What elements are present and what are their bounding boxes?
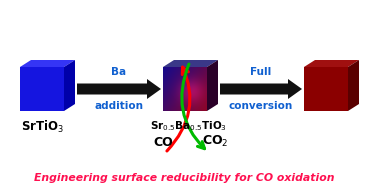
Polygon shape — [207, 60, 218, 111]
Text: CO$_2$: CO$_2$ — [202, 134, 228, 149]
Text: SrTiO$_3$: SrTiO$_3$ — [21, 119, 63, 135]
Polygon shape — [304, 67, 348, 111]
Text: Engineering surface reducibility for CO oxidation: Engineering surface reducibility for CO … — [34, 173, 335, 183]
Text: addition: addition — [94, 101, 144, 111]
Polygon shape — [304, 60, 359, 67]
Text: Ba: Ba — [111, 67, 127, 77]
Text: Full: Full — [251, 67, 272, 77]
Polygon shape — [77, 79, 161, 99]
Polygon shape — [64, 60, 75, 111]
Polygon shape — [220, 79, 302, 99]
Polygon shape — [348, 60, 359, 111]
Polygon shape — [163, 60, 218, 67]
Text: conversion: conversion — [229, 101, 293, 111]
Text: CO: CO — [153, 136, 173, 149]
Text: Sr$_{0.5}$Ba$_{0.5}$TiO$_3$: Sr$_{0.5}$Ba$_{0.5}$TiO$_3$ — [150, 119, 227, 133]
Polygon shape — [20, 60, 75, 67]
Polygon shape — [20, 67, 64, 111]
